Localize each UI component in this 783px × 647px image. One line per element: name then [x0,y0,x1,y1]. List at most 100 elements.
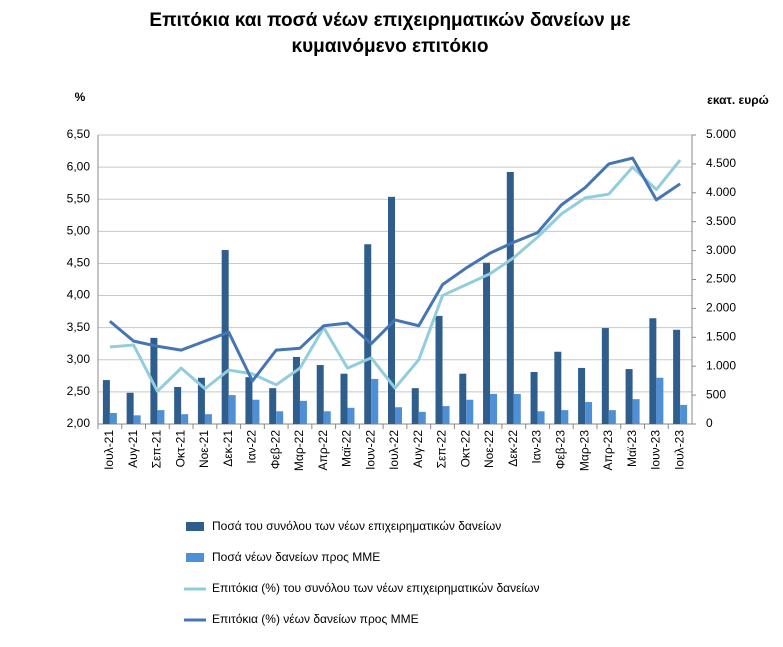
y-tick-label: 4,50 [67,256,91,270]
legend-label: Ποσά του συνόλου των νέων επιχειρηματικώ… [212,519,501,533]
x-tick-label: Μαρ-22 [292,430,306,471]
bar [150,337,158,424]
bar [554,351,562,424]
bar [649,318,657,424]
x-tick-label: Νοε-22 [482,430,496,468]
y-tick-label: 3,00 [67,352,91,366]
bar [483,262,491,424]
x-tick-label: Ιουλ-23 [672,430,686,470]
y2-tick-label: 5.000 [706,127,736,141]
bar [411,388,419,424]
bar [585,402,593,424]
bar [157,410,165,424]
x-tick-label: Μαϊ-22 [340,430,354,467]
bar [133,415,141,424]
bar [388,196,395,424]
x-tick-label: Ιουλ-22 [387,430,401,470]
y-tick-label: 3,50 [67,320,91,334]
bar [625,369,633,424]
bar [299,400,307,424]
y-tick-label: 2,00 [67,416,91,430]
bar [347,407,355,424]
bar [197,377,205,424]
x-tick-label: Φεβ-22 [268,430,282,469]
legend-label: Επιτόκια (%) νέων δανείων προς ΜΜΕ [212,612,419,626]
y-tick-label: 5,50 [67,191,91,205]
bar [174,387,182,424]
bar [269,388,277,424]
bar [364,244,372,424]
bar [656,377,664,424]
y2-tick-label: 3.000 [706,243,736,257]
bar [276,411,284,424]
x-tick-label: Δεκ-22 [506,430,520,467]
y2-tick-label: 2.500 [706,272,736,286]
bar [323,411,331,424]
bar [418,411,426,424]
x-tick-label: Ιαν-23 [530,430,544,464]
y2-tick-label: 2.000 [706,301,736,315]
bar [537,411,545,424]
bar [316,365,324,424]
y-axis-label: % [75,90,86,104]
x-tick-label: Φεβ-23 [553,430,567,469]
y2-tick-label: 500 [706,387,726,401]
x-tick-label: Μαρ-23 [577,430,591,471]
legend-label: Ποσά νέων δανείων προς ΜΜΕ [212,550,380,564]
y2-tick-label: 1.000 [706,358,736,372]
x-tick-label: Αυγ-21 [126,430,140,468]
y-tick-label: 2,50 [67,384,91,398]
bar [466,399,474,424]
x-tick-label: Απρ-23 [601,430,615,471]
bar [530,371,538,424]
y-tick-label: 5,00 [67,224,91,238]
x-tick-label: Ιουλ-21 [102,430,116,470]
x-tick-label: Δεκ-21 [221,430,235,467]
x-tick-label: Ιουν-23 [649,430,663,470]
bar [578,367,586,424]
x-tick-label: Οκτ-21 [173,430,187,468]
y2-tick-label: 0 [706,416,713,430]
x-tick-label: Ιουν-22 [363,430,377,470]
bar [245,377,253,424]
bar [252,399,260,424]
bar [109,413,117,424]
bar [435,315,443,424]
bar [632,399,640,424]
line [108,156,681,383]
x-tick-label: Νοε-21 [197,430,211,468]
bar [490,393,498,424]
bar [395,407,402,424]
bar [601,328,609,424]
y-tick-label: 4,00 [67,288,91,302]
y2-tick-label: 4.500 [706,156,736,170]
bar [126,392,134,424]
bar [673,329,681,424]
bar [680,404,688,424]
bar [371,378,379,424]
bar [340,373,348,424]
x-tick-label: Ιαν-22 [245,430,259,464]
bar [442,406,450,424]
x-tick-label: Σεπ-21 [150,430,164,469]
x-tick-label: Σεπ-22 [435,430,449,469]
y-tick-label: 6,00 [67,159,91,173]
bar [513,393,521,424]
bar [102,380,110,424]
bar [459,373,467,424]
bar [221,250,229,424]
bar [228,395,236,424]
chart-title: Επιτόκια και ποσά νέων επιχειρηματικών δ… [149,10,631,57]
legend-swatch [186,553,204,562]
x-tick-label: Οκτ-22 [458,430,472,468]
legend-label: Επιτόκια (%) του συνόλου των νέων επιχει… [212,581,540,595]
x-tick-label: Μαϊ-23 [625,430,639,467]
x-tick-label: Απρ-22 [316,430,330,471]
y-tick-label: 6,50 [67,127,91,141]
bar [561,410,569,424]
y2-tick-label: 4.000 [706,185,736,199]
bar [506,171,514,424]
x-tick-label: Αυγ-22 [411,430,425,468]
legend-swatch [186,522,204,531]
